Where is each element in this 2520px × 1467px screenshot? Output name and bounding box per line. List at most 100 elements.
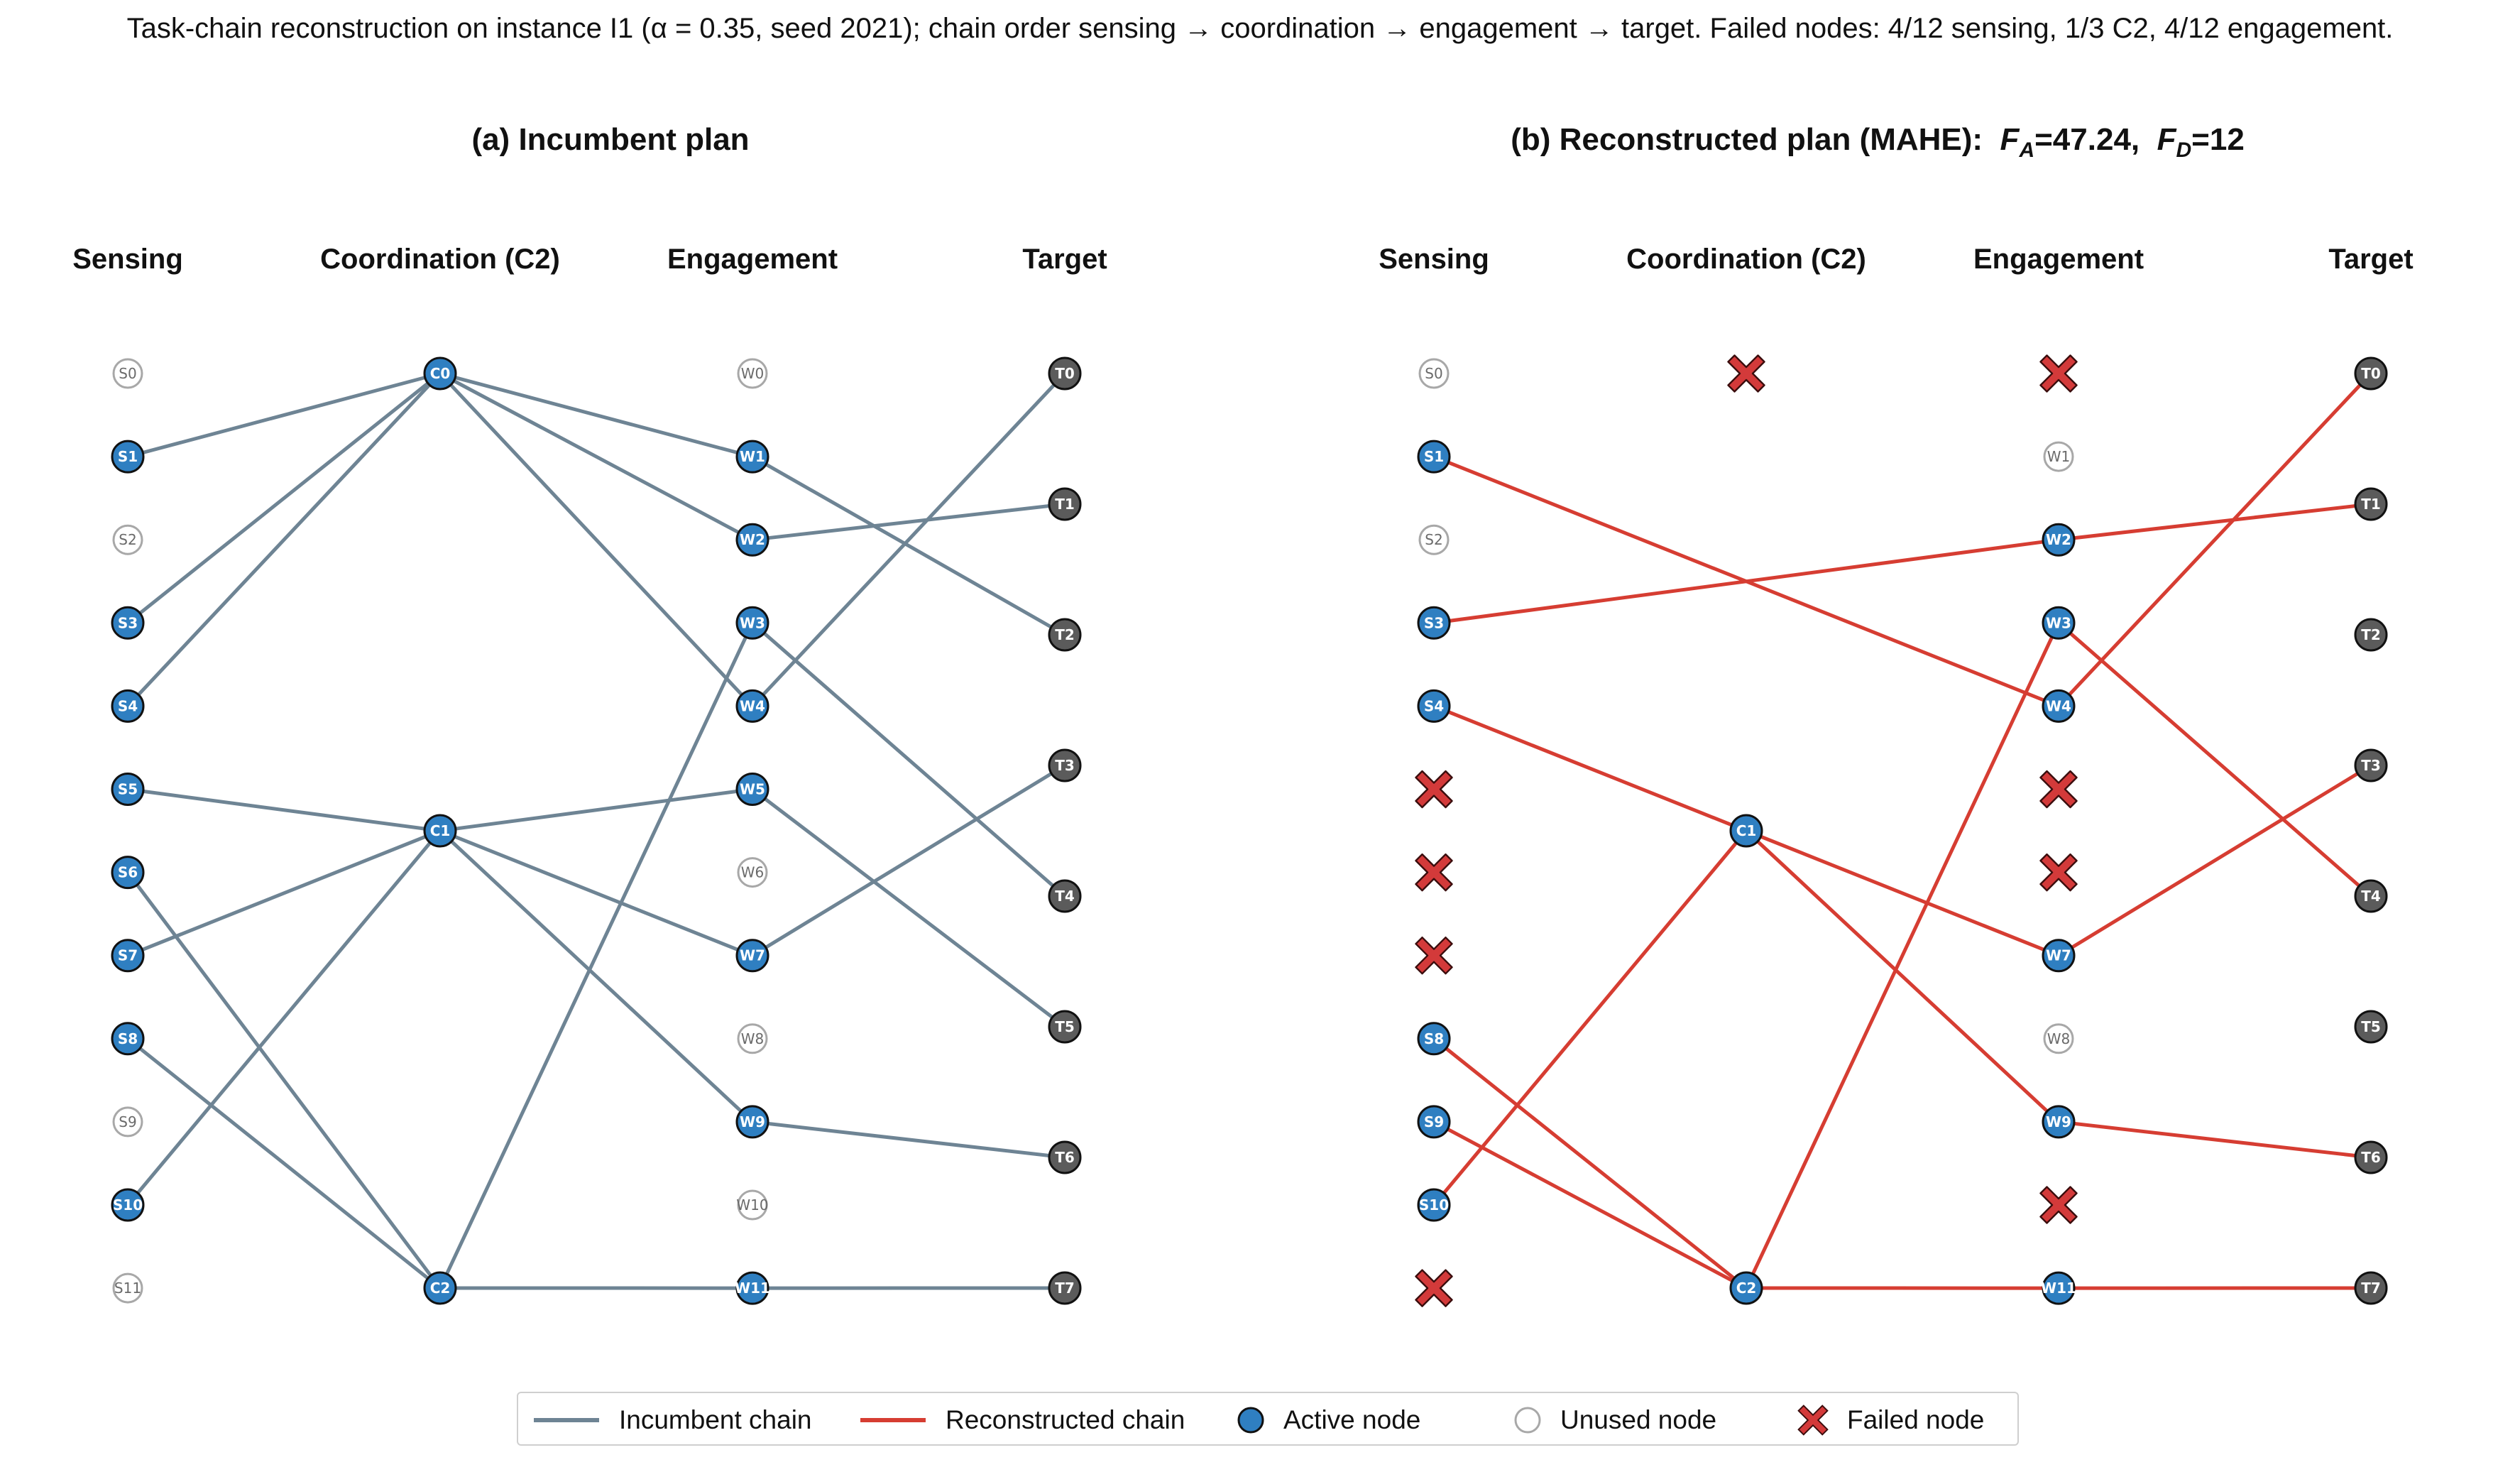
node-label: T6 bbox=[1055, 1149, 1075, 1166]
reconstructed-line-swatch bbox=[860, 1418, 926, 1422]
active-node-circle bbox=[2042, 1271, 2076, 1305]
node-label: S1 bbox=[118, 448, 138, 465]
active-node-circle bbox=[1417, 1022, 1451, 1056]
active-node-circle bbox=[735, 939, 769, 973]
node-w9: W9 bbox=[735, 1105, 769, 1139]
node-w8: W8 bbox=[737, 1023, 768, 1054]
node-w6: W6 bbox=[737, 857, 768, 888]
edge-w4-t0 bbox=[2056, 371, 2373, 708]
failed-node-x-icon bbox=[1415, 770, 1453, 809]
node-label: C2 bbox=[430, 1280, 451, 1297]
edge-c1-w7 bbox=[438, 829, 755, 958]
node-label: S11 bbox=[114, 1280, 141, 1297]
node-label: S5 bbox=[118, 781, 138, 798]
node-s2: S2 bbox=[112, 524, 143, 555]
target-node-circle bbox=[2354, 879, 2388, 913]
node-label: S4 bbox=[118, 697, 138, 714]
node-w3: W3 bbox=[735, 606, 769, 640]
panel-a-header-sensing: Sensing bbox=[72, 244, 183, 275]
edge-s8-c2 bbox=[1432, 1037, 1748, 1290]
node-label: W8 bbox=[741, 1030, 765, 1047]
edge-s3-c0 bbox=[126, 371, 442, 625]
edge-w5-t5 bbox=[750, 787, 1067, 1029]
panel-a-title: (a) Incumbent plan bbox=[471, 122, 750, 157]
node-w0: W0 bbox=[737, 358, 768, 389]
unused-node-circle bbox=[737, 1023, 768, 1054]
edge-w3-t4 bbox=[750, 621, 1067, 898]
active-node-circle bbox=[111, 856, 145, 890]
node-w8: W8 bbox=[2043, 1023, 2074, 1054]
node-label: W2 bbox=[2046, 531, 2071, 548]
edge-w9-t6 bbox=[2056, 1120, 2373, 1160]
panel-a-header-engagement: Engagement bbox=[667, 244, 838, 275]
active-node-circle bbox=[1417, 606, 1451, 640]
node-t7: T7 bbox=[2354, 1271, 2388, 1305]
node-w11: W11 bbox=[735, 1271, 770, 1305]
node-label: W11 bbox=[735, 1280, 770, 1297]
node-label: W11 bbox=[2041, 1280, 2076, 1297]
node-label: S2 bbox=[119, 531, 136, 548]
unused-node-circle bbox=[112, 1106, 143, 1138]
target-node-circle bbox=[1048, 879, 1082, 913]
node-t5: T5 bbox=[2354, 1010, 2388, 1044]
target-node-circle bbox=[1048, 487, 1082, 521]
node-t1: T1 bbox=[2354, 487, 2388, 521]
node-s1: S1 bbox=[111, 440, 145, 474]
unused-node-circle bbox=[737, 1189, 768, 1221]
node-s0: S0 bbox=[112, 358, 143, 389]
panel-a-header-target: Target bbox=[1022, 244, 1107, 275]
node-label: T2 bbox=[2361, 626, 2381, 643]
node-t2: T2 bbox=[2354, 618, 2388, 652]
node-label: S7 bbox=[118, 947, 138, 964]
active-node-circle bbox=[735, 523, 769, 557]
edge-s10-c1 bbox=[1432, 829, 1748, 1207]
target-node-circle bbox=[1048, 1271, 1082, 1305]
node-t6: T6 bbox=[2354, 1140, 2388, 1174]
node-label: T7 bbox=[1055, 1280, 1075, 1297]
node-c0: C0 bbox=[423, 356, 457, 391]
node-label: W1 bbox=[2047, 448, 2071, 465]
edge-s10-c1 bbox=[126, 829, 442, 1207]
node-label: W9 bbox=[740, 1113, 765, 1130]
node-label: S9 bbox=[1424, 1113, 1444, 1130]
node-label: T3 bbox=[2361, 757, 2381, 774]
node-label: T2 bbox=[1055, 626, 1075, 643]
legend-reconstructed: Reconstructed chain bbox=[858, 1393, 1185, 1447]
edge-c0-w2 bbox=[438, 371, 755, 542]
unused-node-circle bbox=[2043, 441, 2074, 472]
edge-c1-w9 bbox=[438, 829, 755, 1124]
active-node-circle bbox=[423, 356, 457, 391]
node-w7: W7 bbox=[2042, 939, 2076, 973]
node-s6: S6 bbox=[111, 856, 145, 890]
active-node-circle bbox=[2042, 1105, 2076, 1139]
node-s4: S4 bbox=[1417, 689, 1451, 723]
node-s8: S8 bbox=[111, 1022, 145, 1056]
node-c2: C2 bbox=[423, 1271, 457, 1305]
node-label: C1 bbox=[430, 822, 451, 839]
edge-s7-c1 bbox=[126, 829, 442, 958]
node-s5: S5 bbox=[111, 773, 145, 806]
node-label: S8 bbox=[118, 1030, 138, 1047]
failed-node-x-icon bbox=[2039, 1186, 2078, 1224]
node-s9: S9 bbox=[112, 1106, 143, 1138]
node-label: S9 bbox=[119, 1113, 136, 1130]
active-node-circle bbox=[2042, 939, 2076, 973]
figure-caption: Task-chain reconstruction on instance I1… bbox=[126, 13, 2394, 44]
active-node-circle bbox=[735, 1105, 769, 1139]
node-t2: T2 bbox=[1048, 618, 1082, 652]
unused-node-circle bbox=[112, 358, 143, 389]
node-label: T5 bbox=[2361, 1018, 2381, 1035]
active-node-circle bbox=[1417, 1105, 1451, 1139]
node-s3: S3 bbox=[111, 606, 145, 640]
legend-unused-label: Unused node bbox=[1560, 1405, 1717, 1434]
node-w6 bbox=[2039, 853, 2078, 892]
panel-b-header-coordination-c2: Coordination (C2) bbox=[1626, 244, 1866, 275]
node-label: W0 bbox=[741, 365, 765, 382]
node-label: S0 bbox=[1425, 365, 1442, 382]
node-label: W4 bbox=[2046, 697, 2071, 714]
node-w10 bbox=[2039, 1186, 2078, 1224]
panel-a-edges bbox=[126, 371, 1067, 1290]
target-node-circle bbox=[2354, 618, 2388, 652]
node-label: W5 bbox=[740, 781, 765, 798]
edge-c0-w1 bbox=[438, 371, 755, 459]
